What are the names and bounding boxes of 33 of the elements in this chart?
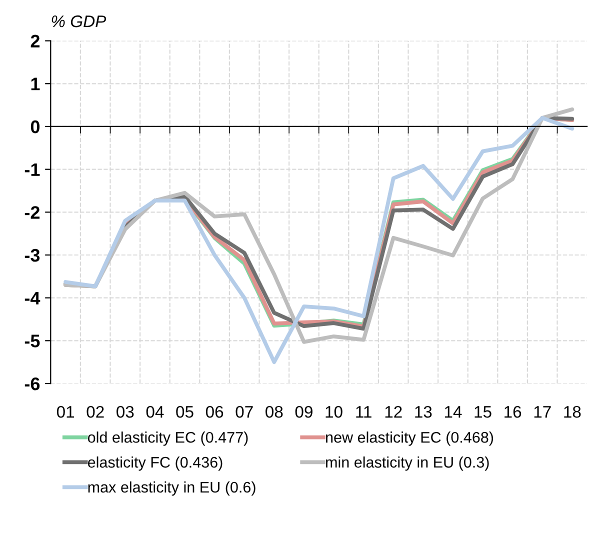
x-tick-label: 13 bbox=[415, 406, 432, 418]
y-axis-title: % GDP bbox=[52, 15, 106, 28]
x-tick-label: 07 bbox=[236, 406, 253, 418]
x-tick-label: 06 bbox=[206, 406, 224, 418]
legend-label: new elasticity EC (0.468) bbox=[326, 432, 494, 446]
legend-label: old elasticity EC (0.477) bbox=[88, 432, 248, 446]
y-tick-label: -5 bbox=[24, 334, 40, 348]
x-tick-label: 08 bbox=[266, 406, 283, 418]
x-tick-label: 10 bbox=[326, 406, 342, 418]
x-tick-label: 14 bbox=[444, 406, 462, 418]
x-tick-label: 15 bbox=[474, 406, 492, 418]
y-tick-label: 0 bbox=[30, 120, 40, 134]
x-tick-label: 16 bbox=[504, 406, 522, 418]
y-tick-label: -6 bbox=[24, 377, 40, 390]
y-tick-label: -4 bbox=[24, 292, 40, 304]
x-tick-label: 11 bbox=[356, 406, 372, 418]
x-tick-label: 18 bbox=[564, 406, 581, 418]
y-tick-label: 1 bbox=[31, 78, 40, 90]
x-tick-label: 04 bbox=[146, 406, 164, 418]
x-tick-label: 02 bbox=[86, 406, 104, 418]
y-tick-label: 2 bbox=[30, 34, 40, 48]
y-tick-label: -2 bbox=[24, 206, 40, 219]
x-tick-label: 01 bbox=[56, 406, 74, 418]
x-tick-label: 12 bbox=[385, 406, 402, 418]
legend-label: min elasticity in EU (0.3) bbox=[326, 456, 489, 471]
x-tick-label: 03 bbox=[116, 406, 134, 418]
legend-label: elasticity FC (0.436) bbox=[88, 456, 222, 471]
y-tick-label: -1 bbox=[24, 163, 40, 176]
legend-label: max elasticity in EU (0.6) bbox=[88, 481, 256, 496]
x-tick-label: 09 bbox=[295, 406, 312, 418]
x-tick-label: 05 bbox=[176, 406, 194, 418]
y-tick-label: -3 bbox=[24, 248, 40, 262]
x-tick-label: 17 bbox=[534, 406, 551, 418]
